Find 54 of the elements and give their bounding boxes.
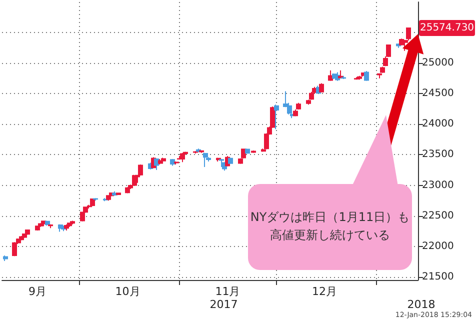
candlestick [364,70,369,82]
candlestick [93,198,98,202]
candlestick [203,152,208,168]
candlestick [357,75,362,80]
candlestick [174,160,179,166]
x-tick-label: 10月 [115,285,140,298]
candlestick [132,174,137,186]
x-tick-label: 11月 [215,285,240,298]
candlestick [41,220,46,227]
x-tick-label: 9月 [28,285,46,298]
candlestick [106,194,111,202]
candlestick [116,192,121,196]
candlestick [338,70,343,79]
x-tick-label: 12月 [312,285,337,298]
candlestick [170,158,175,166]
candlestick [328,70,333,82]
candlestick [228,157,233,164]
candlestick [12,242,17,257]
candlestick [64,224,69,232]
candlestick [25,229,30,236]
y-tick-label: 23000 [422,180,454,191]
y-tick-label: 22000 [422,240,454,252]
candlestick [45,220,50,226]
candlestick [161,157,166,164]
candlestick [319,82,324,93]
text: 2018 [407,298,436,311]
candlestick [199,150,204,154]
candlestick [180,152,185,163]
candlestick [274,104,279,130]
candlestick [90,198,95,207]
y-tick-label: 24500 [422,88,454,100]
annotation: 25574.730 [420,22,474,34]
y-tick-label: 23500 [422,149,454,160]
candlestick [125,186,130,194]
candlestick [245,148,250,154]
y-tick-label: 21500 [422,271,454,282]
candlestick [154,158,159,171]
candlestick [3,255,8,262]
candlestick [112,190,117,196]
text: 2017 [210,298,238,311]
candlestick [48,224,53,229]
candlestick [19,236,24,241]
annotation: 高値更新し続けている [270,228,390,242]
y-tick-label: 22500 [422,210,454,222]
candlestick [341,75,346,80]
y-tick-label: 25000 [422,58,454,69]
candlestick [309,91,314,100]
candlestick [35,225,40,232]
candlestick [219,158,224,168]
candlestick [70,220,75,225]
candlestick [193,150,198,154]
candlestick [251,150,256,154]
annotation: NYダウは昨日（1月11日）も [250,210,410,224]
y-tick-label: 24000 [422,118,454,130]
